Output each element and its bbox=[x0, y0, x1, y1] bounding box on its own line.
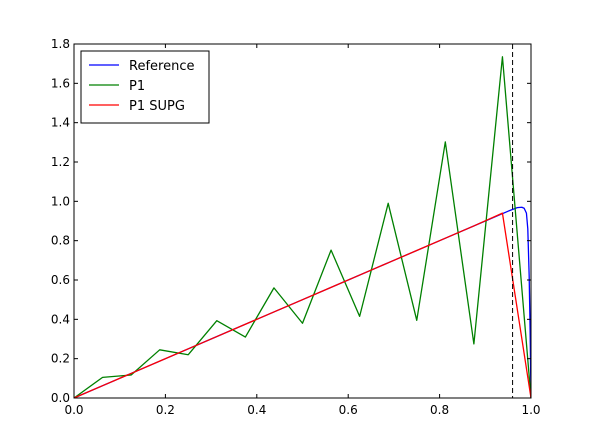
y-tick-label: 0.2 bbox=[51, 352, 70, 366]
y-tick-label: 1.8 bbox=[51, 37, 70, 51]
y-tick-label: 1.2 bbox=[51, 155, 70, 169]
x-tick-label: 0.2 bbox=[156, 403, 175, 417]
series-layer bbox=[74, 56, 531, 398]
y-tick-label: 0.6 bbox=[51, 273, 70, 287]
series-line-p1-supg bbox=[74, 212, 531, 398]
plot-frame bbox=[73, 43, 532, 399]
legend: Reference P1 P1 SUPG bbox=[80, 50, 210, 124]
x-tick-label: 0.6 bbox=[339, 403, 358, 417]
ticks-layer: 0.0 0.2 0.4 0.6 0.8 1.0 0.0 0.2 0.4 0.6 0.8 1.0 1.2 1… bbox=[51, 37, 541, 417]
legend-label: P1 bbox=[129, 79, 145, 94]
legend-label: Reference bbox=[129, 59, 194, 74]
y-tick-label: 0.0 bbox=[51, 391, 70, 405]
y-tick-label: 1.6 bbox=[51, 76, 70, 90]
x-tick-label: 1.0 bbox=[521, 403, 540, 417]
x-tick-label: 0.8 bbox=[430, 403, 449, 417]
x-tick-label: 0.0 bbox=[64, 403, 83, 417]
y-tick-label: 1.4 bbox=[51, 116, 70, 130]
x-tick-label: 0.4 bbox=[247, 403, 266, 417]
legend-box bbox=[80, 50, 210, 124]
y-tick-label: 0.8 bbox=[51, 234, 70, 248]
y-tick-label: 0.4 bbox=[51, 312, 70, 326]
y-tick-label: 1.0 bbox=[51, 194, 70, 208]
series-line-p1 bbox=[74, 56, 531, 398]
legend-label: P1 SUPG bbox=[129, 99, 185, 114]
